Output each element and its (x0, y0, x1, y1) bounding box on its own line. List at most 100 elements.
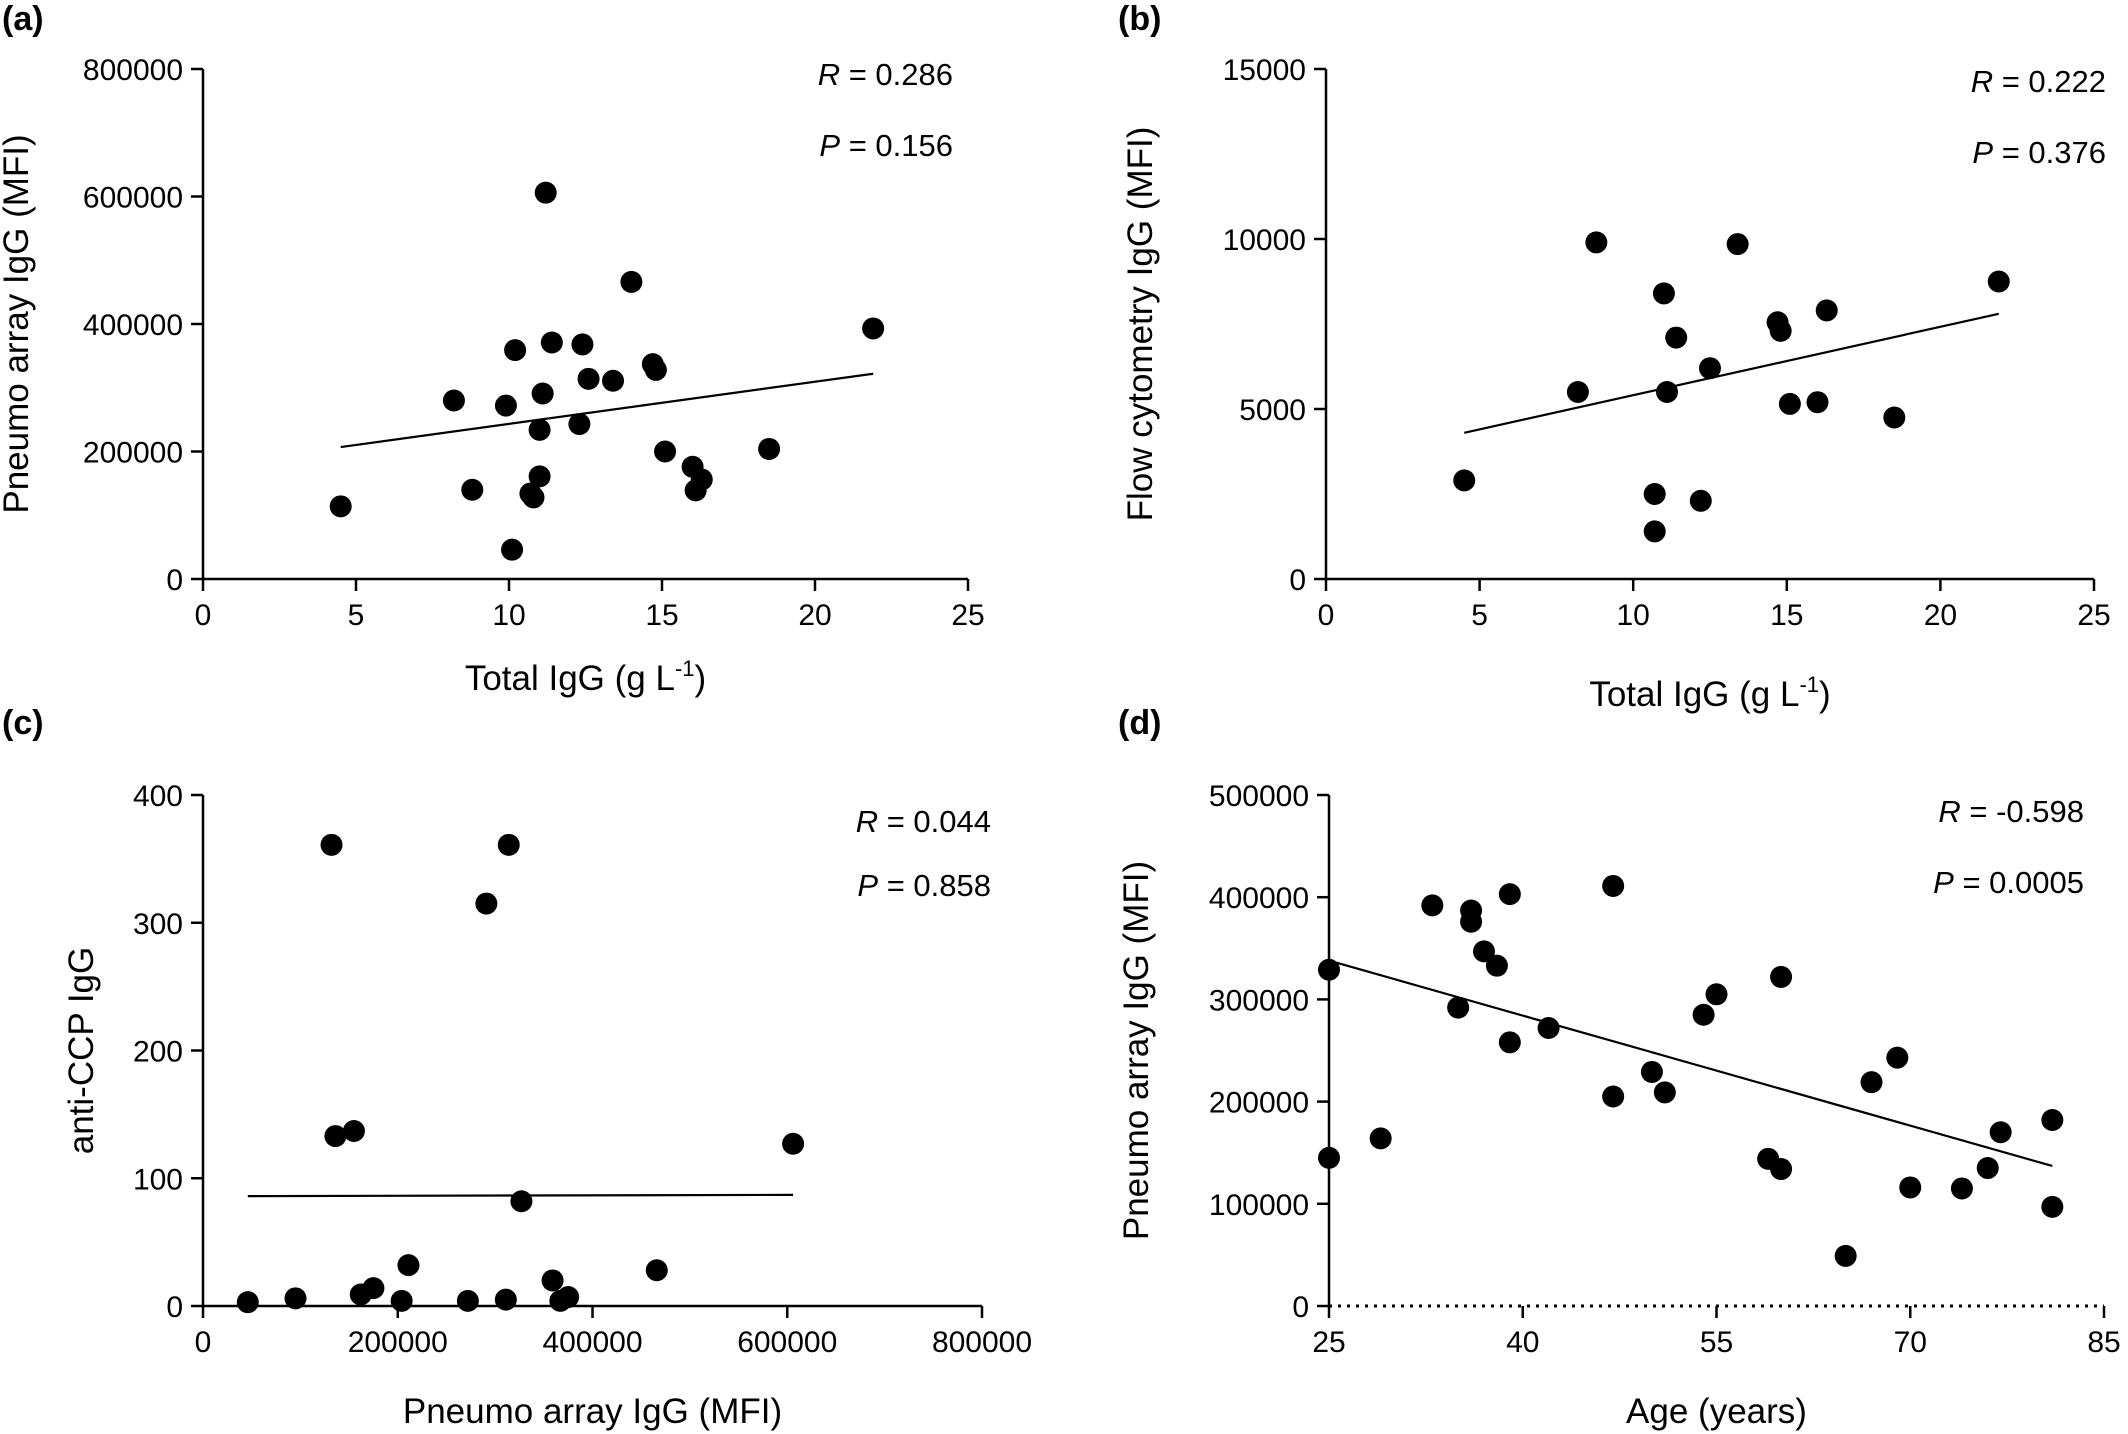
x-tick-label: 10 (492, 599, 525, 632)
stat-r-symbol: R (1938, 794, 1960, 829)
data-point (1585, 231, 1608, 254)
data-point (329, 495, 352, 518)
stat-p-symbol: P (857, 868, 878, 903)
data-point (1566, 381, 1589, 403)
x-tick-label: 10 (1617, 599, 1650, 632)
data-point (1689, 489, 1712, 512)
chart-panel-a: (a) 0 5 10 15 20 25 0 200000 400000 600000 800000 To… (0, 0, 985, 698)
regression-line (340, 372, 874, 449)
x-tick-label: 0 (1318, 599, 1335, 632)
regression-line (1464, 312, 2000, 434)
x-tick-label: 25 (1312, 1326, 1345, 1359)
panel-letter: (d) (1118, 704, 1161, 742)
stat-r-symbol: R (1971, 64, 1993, 99)
data-point (654, 440, 677, 463)
x-tick-label: 5 (348, 599, 365, 632)
stat-p-symbol: P (1933, 865, 1954, 900)
data-point (475, 892, 498, 915)
y-tick-label: 0 (166, 564, 183, 597)
data-point (442, 389, 465, 412)
data-point (1652, 282, 1675, 305)
stat-p-value: = 0.376 (1993, 135, 2106, 170)
data-point (644, 358, 667, 381)
data-point (758, 437, 781, 460)
stat-r: R = 0.044 (856, 804, 991, 839)
data-point (602, 369, 625, 392)
regression-line (1328, 959, 2053, 1168)
data-point (494, 1288, 517, 1311)
x-axis-label-superscript: -1 (1799, 672, 1819, 697)
data-point (1643, 483, 1666, 505)
stat-p: P = 0.376 (1972, 135, 2106, 170)
x-axis-label: Total IgG (g L-1) (465, 656, 706, 698)
x-tick-label: 20 (1924, 599, 1957, 632)
x-tick-label: 25 (2077, 599, 2110, 632)
data-point (1453, 469, 1476, 492)
data-point (510, 1190, 533, 1213)
data-point (1473, 940, 1495, 963)
x-tick-label: 25 (951, 599, 984, 632)
stat-p-value: = 0.156 (840, 128, 953, 163)
data-point (1655, 381, 1678, 403)
stat-p-symbol: P (1972, 135, 1993, 170)
data-point (1318, 1146, 1340, 1169)
stat-r: R = 0.222 (1971, 64, 2106, 99)
y-axis-label: Pneumo array IgG (MFI) (1117, 861, 1156, 1240)
x-tick-label: 5 (1471, 599, 1488, 632)
stat-p-symbol: P (819, 128, 840, 163)
data-point (577, 367, 600, 390)
stat-r-value: = -0.598 (1961, 794, 2084, 829)
x-tick-label: 600000 (737, 1326, 837, 1359)
panel-letter: (c) (2, 704, 44, 742)
data-point (1778, 392, 1801, 415)
y-tick-label: 200000 (83, 437, 183, 470)
x-axis-label-end: ) (695, 659, 707, 698)
data-point (1726, 233, 1749, 256)
data-point (1769, 319, 1792, 342)
data-point (528, 465, 551, 488)
data-point (1602, 1085, 1625, 1108)
stat-r: R = 0.286 (818, 57, 953, 92)
data-point (362, 1277, 385, 1300)
data-point (522, 486, 545, 509)
data-point (571, 333, 594, 356)
x-axis-label-text: Total IgG (g L (465, 659, 675, 698)
data-point (1883, 406, 1906, 429)
x-tick-label: 0 (195, 1326, 212, 1359)
x-axis-label-text: Age (years) (1626, 1392, 1807, 1431)
y-tick-label: 800000 (83, 54, 183, 87)
y-axis-label: Flow cytometry IgG (MFI) (1121, 127, 1160, 522)
y-tick-label: 600000 (83, 182, 183, 215)
data-point (497, 833, 520, 856)
y-tick-label: 400000 (1209, 882, 1309, 915)
y-tick-label: 100 (133, 1163, 183, 1196)
y-tick-label: 200000 (1209, 1087, 1309, 1120)
data-point (324, 1125, 347, 1148)
stat-r: R = -0.598 (1938, 794, 2084, 829)
data-point (456, 1289, 479, 1312)
data-point (1460, 910, 1483, 933)
panel-letter: (a) (2, 0, 44, 38)
data-point (1640, 1060, 1663, 1083)
y-tick-label: 400000 (83, 309, 183, 342)
data-point (1806, 391, 1829, 414)
data-point (534, 181, 557, 204)
stat-r-symbol: R (818, 57, 840, 92)
y-tick-label: 300000 (1209, 984, 1309, 1017)
data-point (342, 1119, 365, 1142)
data-point (1699, 357, 1721, 380)
y-tick-label: 200 (133, 1036, 183, 1069)
data-point (557, 1286, 580, 1309)
data-point (862, 317, 885, 340)
x-tick-label: 55 (1700, 1326, 1733, 1359)
data-point (645, 1259, 668, 1282)
y-tick-label: 5000 (1239, 394, 1306, 427)
data-point (2041, 1195, 2064, 1218)
data-point (1705, 983, 1728, 1006)
y-tick-label: 100000 (1209, 1189, 1309, 1222)
stat-p: P = 0.156 (819, 128, 953, 163)
data-point (501, 538, 524, 561)
data-point (1987, 270, 2010, 293)
x-tick-label: 0 (195, 599, 212, 632)
data-point (2041, 1108, 2064, 1131)
